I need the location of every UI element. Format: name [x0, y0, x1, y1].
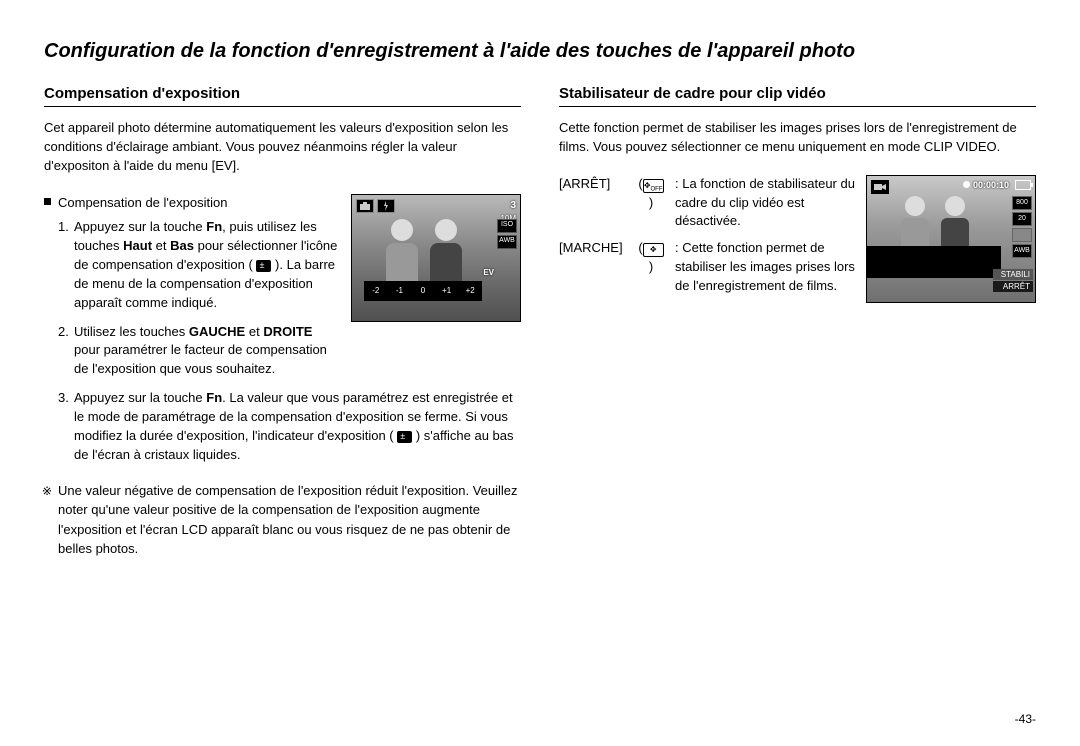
exposure-steps-block: Compensation de l'exposition 3 10M EV IS [44, 194, 521, 465]
ev-inline-icon [397, 431, 412, 443]
option-label: [MARCHE] [559, 239, 627, 296]
option-label: [ARRÊT] [559, 175, 627, 232]
stabilizer-options-block: 00:00:10 800 20 AWB STABILI ARRÊT [559, 175, 1036, 296]
lcd-menu-value: ARRÊT [993, 281, 1033, 292]
note-text: Une valeur négative de compensation de l… [58, 483, 518, 557]
right-column: Stabilisateur de cadre pour clip vidéo C… [559, 85, 1036, 559]
square-bullet-icon [44, 198, 51, 205]
ev-inline-icon [256, 260, 271, 272]
lcd-black-bar [867, 246, 1001, 278]
lcd-rec-indicator: 00:00:10 [963, 180, 1009, 190]
lcd-shot-count: 3 [500, 199, 516, 214]
step-1: 1. Appuyez sur la touche Fn, puis utilis… [74, 218, 521, 312]
step-2: 2. Utilisez les touches GAUCHE et DROITE… [74, 323, 521, 380]
option-desc: La fonction de stabilisateur du cadre du… [675, 176, 855, 229]
lcd-side-value: 800 [1012, 196, 1032, 210]
flash-off-icon [377, 199, 395, 213]
stabilizer-on-icon: ✥ [643, 243, 664, 257]
lcd-side-value [1012, 228, 1032, 242]
left-column: Compensation d'exposition Cet appareil p… [44, 85, 521, 559]
right-section-title: Stabilisateur de cadre pour clip vidéo [559, 85, 1036, 107]
left-intro-text: Cet appareil photo détermine automatique… [44, 119, 521, 176]
lcd-preview-stabilizer: 00:00:10 800 20 AWB STABILI ARRÊT [866, 175, 1036, 303]
page-number: -43- [1015, 712, 1036, 726]
option-desc: Cette fonction permet de stabiliser les … [675, 240, 855, 293]
camera-mode-icon [356, 199, 374, 213]
note-block: ※ Une valeur négative de compensation de… [44, 481, 521, 559]
left-section-title: Compensation d'exposition [44, 85, 521, 107]
two-column-layout: Compensation d'exposition Cet appareil p… [44, 85, 1036, 559]
lcd-rec-time: 00:00:10 [973, 180, 1009, 190]
rec-dot-icon [963, 181, 970, 188]
lcd-menu-label: STABILI [993, 269, 1033, 280]
stabilizer-off-icon: ✥OFF [643, 179, 664, 193]
movie-mode-icon [871, 180, 889, 194]
reference-mark-icon: ※ [42, 482, 52, 500]
battery-icon [1015, 180, 1031, 190]
page-title: Configuration de la fonction d'enregistr… [44, 40, 1036, 63]
lcd-side-awb: AWB [1012, 244, 1032, 258]
right-intro-text: Cette fonction permet de stabiliser les … [559, 119, 1036, 157]
lcd-side-value: 20 [1012, 212, 1032, 226]
step-3: 3. Appuyez sur la touche Fn. La valeur q… [74, 389, 521, 464]
